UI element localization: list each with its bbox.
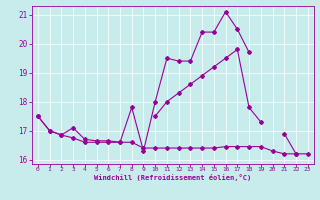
X-axis label: Windchill (Refroidissement éolien,°C): Windchill (Refroidissement éolien,°C) <box>94 174 252 181</box>
